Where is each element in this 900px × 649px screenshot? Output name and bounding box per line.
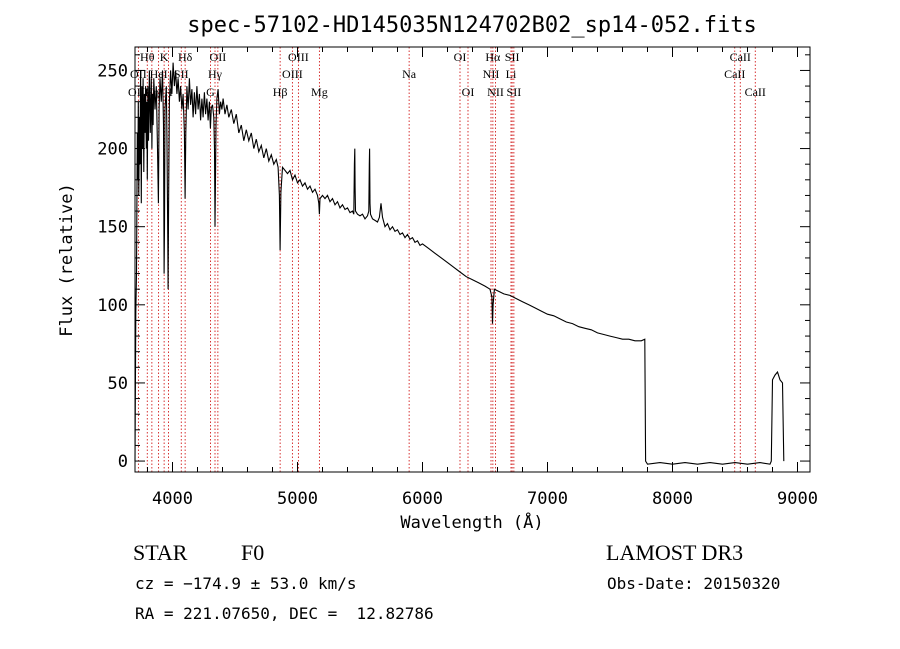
object-subclass: F0 [241, 540, 264, 565]
spectrum-line [134, 62, 785, 465]
x-tick-label: 6000 [402, 489, 443, 509]
spectral-line-label: Hα [485, 50, 501, 64]
object-class: STAR [133, 540, 188, 565]
survey-name: LAMOST DR3 [606, 540, 743, 565]
plot-frame [134, 46, 811, 473]
spectral-line-label: Hδ [178, 50, 193, 64]
spectral-line-label: HeI [150, 67, 168, 81]
x-axis-ticks: 4000 5000 6000 7000 8000 9000 [147, 47, 818, 509]
chart-title: spec-57102-HD145035N124702B02_sp14-052.f… [187, 13, 757, 38]
coordinates: RA = 221.07650, DEC = 12.82786 [135, 604, 434, 623]
y-tick-label: 100 [97, 296, 128, 316]
spectral-line-label: Hβ [273, 85, 288, 99]
x-tick-label: 7000 [527, 489, 568, 509]
spectral-line-label: OIII [288, 50, 309, 64]
spectral-line-label: NII [483, 67, 500, 81]
x-tick-label: 4000 [152, 489, 193, 509]
spectral-line-label: NII [487, 85, 504, 99]
y-tick-label: 200 [97, 140, 128, 160]
y-tick-label: 150 [97, 218, 128, 238]
y-tick-label: 50 [108, 374, 128, 394]
spectral-line-label: Li [506, 67, 517, 81]
spectral-line-label: CaII [745, 85, 766, 99]
spectral-line-label: CaII [724, 67, 745, 81]
spectral-line-label: SII [174, 67, 189, 81]
spectral-line-label: OII [130, 67, 147, 81]
spectral-line-label: OI [454, 50, 467, 64]
y-axis-label: Flux (relative) [57, 183, 77, 337]
spectral-line-markers [137, 47, 756, 472]
x-tick-label: 8000 [652, 489, 693, 509]
y-axis-ticks: 0 50 100 150 200 250 [97, 54, 810, 472]
x-tick-label: 5000 [277, 489, 318, 509]
spectral-line-label: Hθ [140, 50, 155, 64]
spectral-line-label: K [160, 50, 169, 64]
redshift-value: cz = −174.9 ± 53.0 km/s [135, 574, 357, 593]
spectral-line-label: SII [507, 85, 522, 99]
spectral-line-label: H [164, 85, 173, 99]
y-tick-label: 0 [118, 452, 128, 472]
spectral-line-label: OI [462, 85, 475, 99]
spectral-line-label: OIII [282, 67, 303, 81]
spectral-line-label: G [206, 85, 215, 99]
spectral-line-label: Mg [311, 85, 328, 99]
x-axis-label: Wavelength (Å) [400, 511, 543, 533]
x-tick-label: 9000 [777, 489, 818, 509]
spectral-line-label: SII [505, 50, 520, 64]
y-tick-label: 250 [97, 61, 128, 81]
obs-date: Obs-Date: 20150320 [607, 574, 780, 593]
spectral-line-label: Na [402, 67, 417, 81]
spectral-line-label: OII [210, 50, 227, 64]
spectral-line-label: CaII [730, 50, 751, 64]
spectral-line-label: Hγ [208, 67, 223, 81]
